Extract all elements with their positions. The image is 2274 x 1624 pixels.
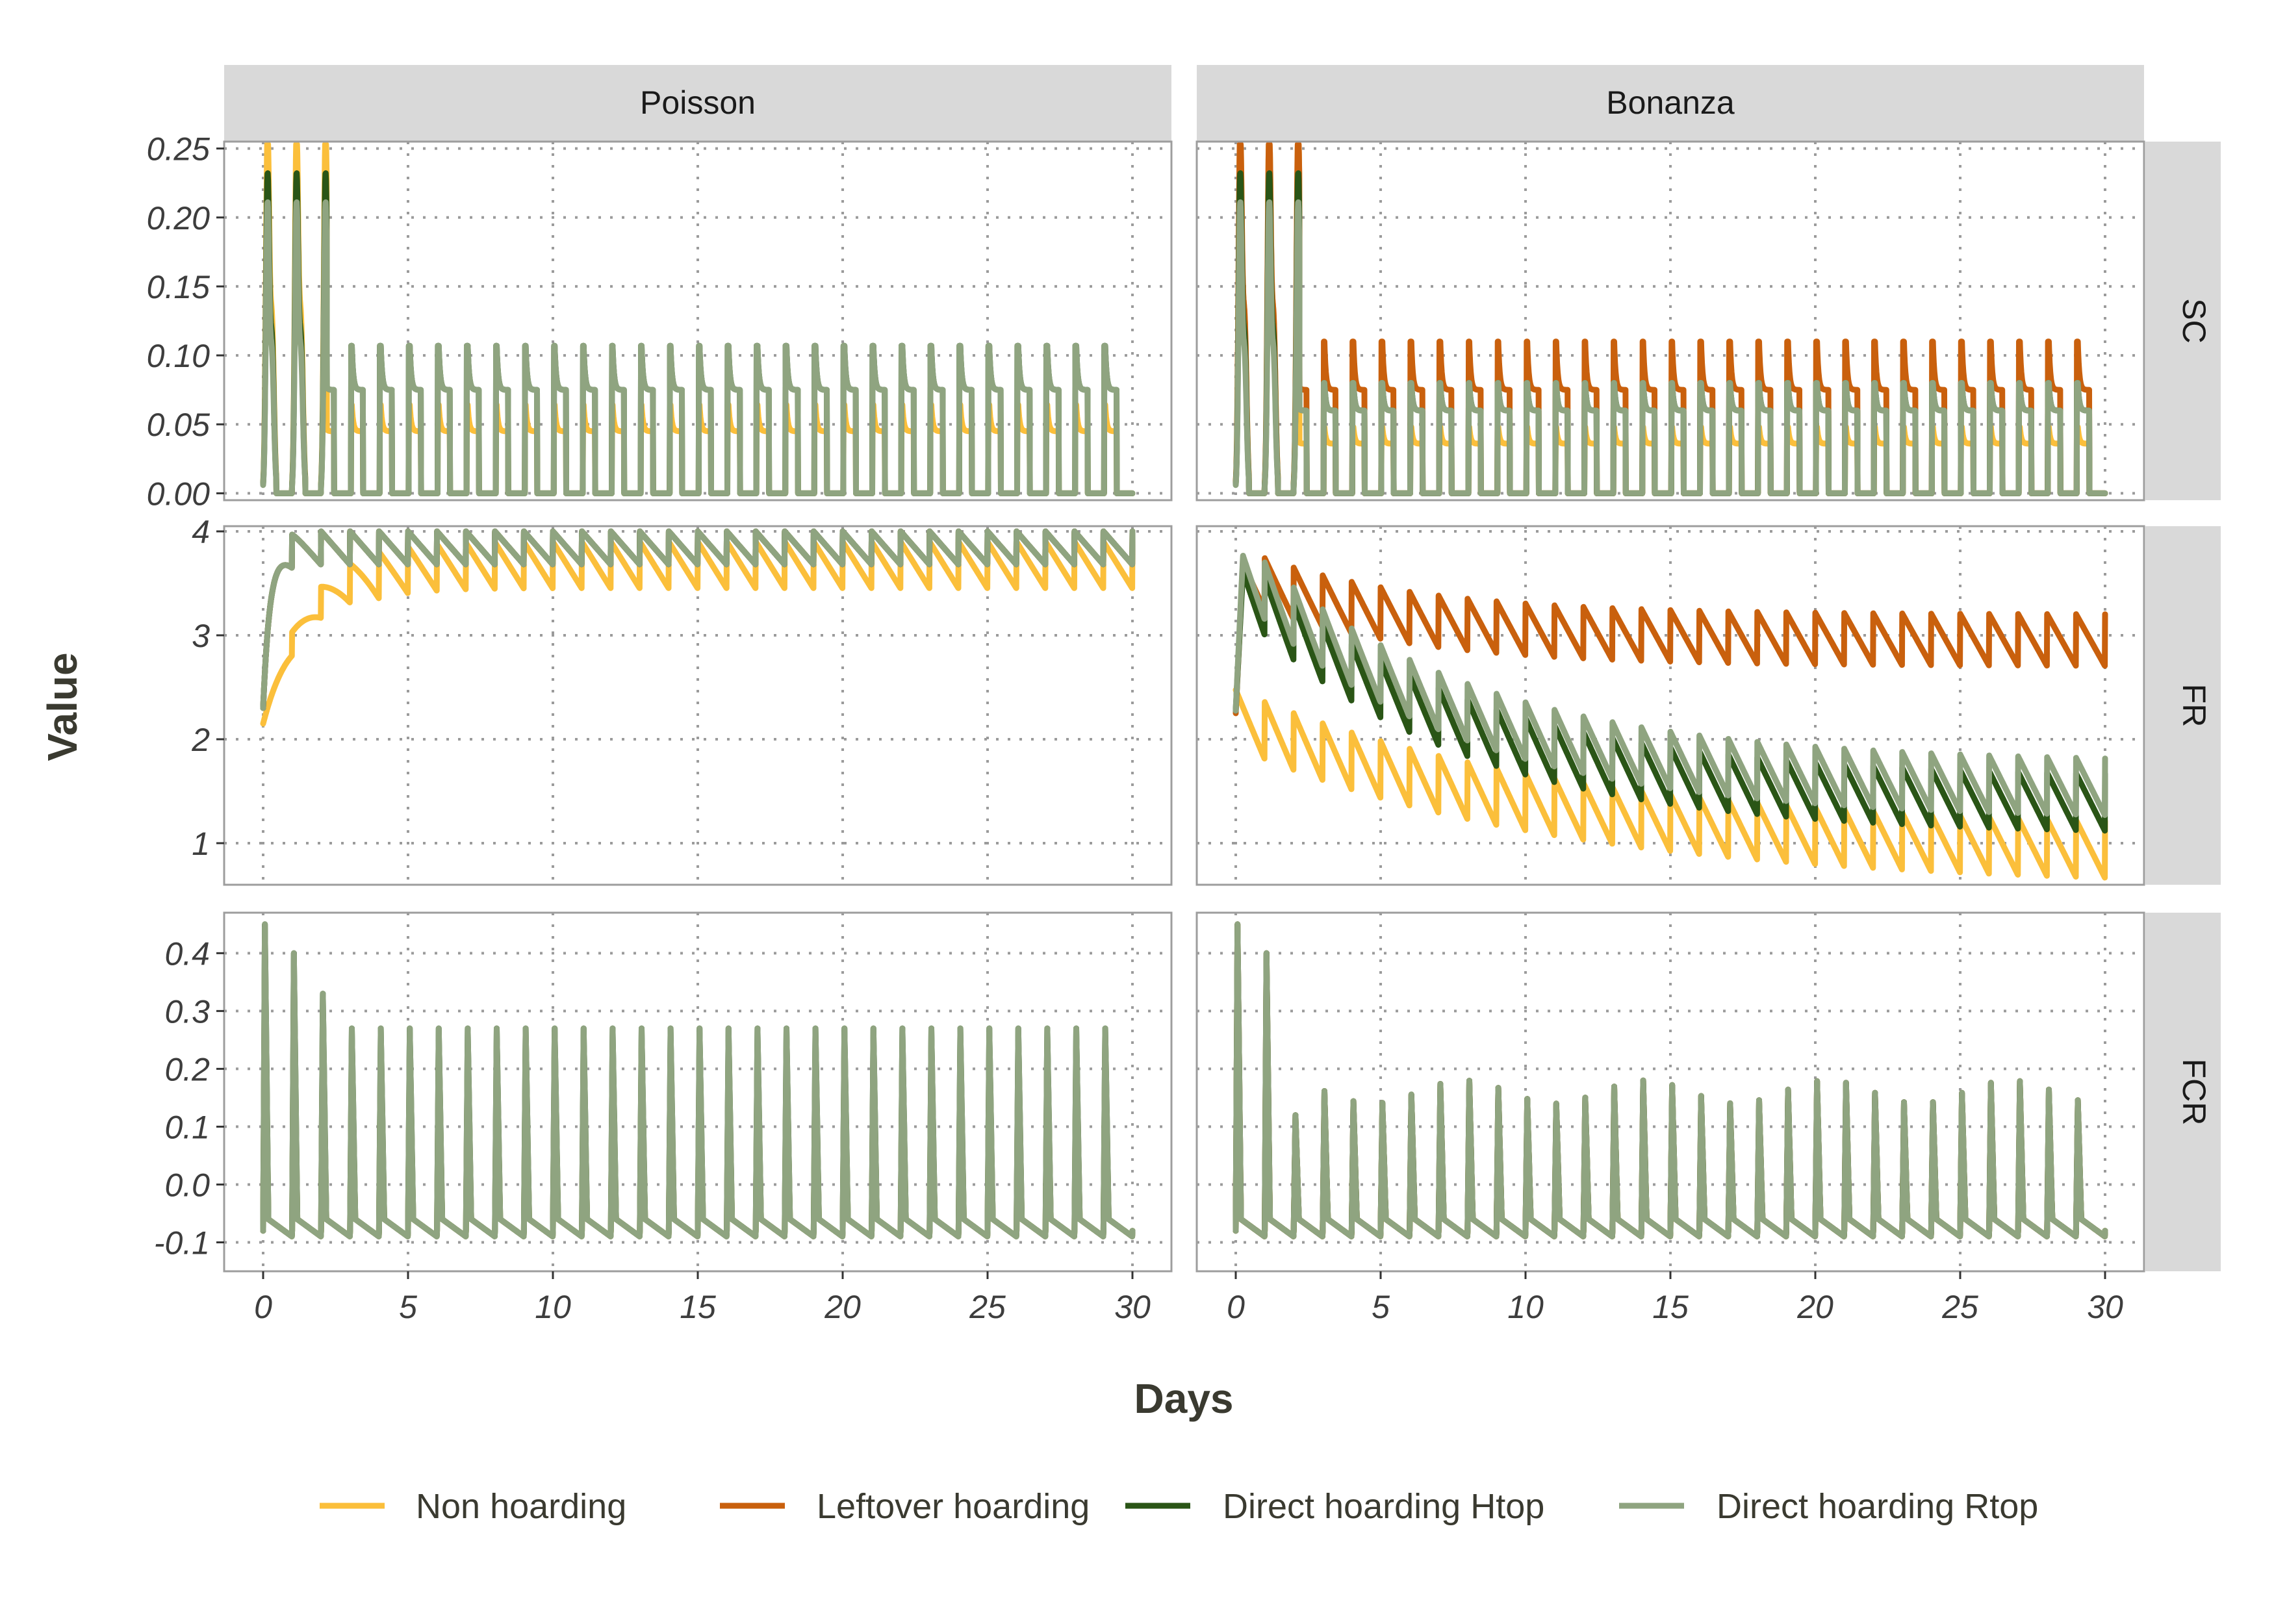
x-tick-label: 5 [1372, 1289, 1390, 1325]
strip-fr-label: FR [2176, 684, 2212, 728]
legend-label-leftover-hoarding: Leftover hoarding [817, 1487, 1090, 1526]
y-tick-label: 0.3 [164, 993, 210, 1030]
y-tick-label: 0.00 [147, 476, 211, 512]
series-line-direct-hoarding-rtop [1233, 199, 2108, 496]
panel-poisson-fr [223, 525, 1173, 886]
panel-poisson-fcr [223, 911, 1173, 1273]
y-tick-label: 0.1 [164, 1109, 210, 1145]
y-tick-label: 2 [191, 722, 210, 758]
panel-bonanza-fr [1195, 525, 2145, 886]
series-line-direct-hoarding-rtop [1233, 553, 2108, 818]
y-tick-label: -0.1 [154, 1224, 210, 1261]
strip-bonanza [1197, 65, 2144, 142]
strip-fcr-label: FCR [2176, 1059, 2212, 1126]
strip-bonanza-label: Bonanza [1606, 84, 1735, 121]
x-tick-label: 30 [1114, 1289, 1151, 1325]
x-tick-label: 20 [1796, 1289, 1833, 1325]
panel-poisson-sc-border [223, 140, 1173, 501]
x-tick-label: 0 [1227, 1289, 1245, 1325]
strip-fcr [2145, 913, 2221, 1271]
x-tick-label: 0 [254, 1289, 272, 1325]
series-line-direct-hoarding-rtop [260, 199, 1136, 496]
x-tick-label: 25 [969, 1289, 1006, 1325]
x-tick-label: 10 [1507, 1289, 1544, 1325]
series-line-leftover-hoarding [1233, 555, 2108, 717]
panel-bonanza-sc-border [1195, 140, 2145, 501]
y-tick-label: 0.0 [164, 1167, 210, 1203]
y-axes: 0.00 0.05 0.10 0.15 0.20 0.25 1 2 3 4 -0.1 0.0 0.1 0.… [147, 131, 224, 1261]
x-axes: 0 5 10 15 20 25 30 0 5 10 15 20 25 30 [254, 1271, 2123, 1325]
y-tick-label: 0.05 [147, 407, 211, 443]
legend-label-non-hoarding: Non hoarding [416, 1487, 626, 1526]
y-tick-label: 0.20 [147, 200, 211, 236]
strip-poisson-label: Poisson [640, 84, 756, 121]
y-tick-label: 0.25 [147, 131, 211, 168]
panel-bonanza-sc [1195, 140, 2145, 501]
series-line-direct-hoarding-rtop [260, 921, 1136, 1239]
strip-sc-label: SC [2176, 298, 2212, 343]
x-tick-label: 20 [824, 1289, 861, 1325]
y-tick-label: 3 [192, 618, 210, 654]
panel-bonanza-fcr [1195, 911, 2145, 1273]
y-tick-label: 0.15 [147, 269, 211, 305]
x-tick-label: 30 [2087, 1289, 2123, 1325]
panels [223, 140, 2145, 1273]
y-tick-label: 0.10 [147, 338, 211, 374]
strip-poisson [224, 65, 1171, 142]
x-tick-label: 15 [1652, 1289, 1689, 1325]
y-axis-title: Value [39, 652, 86, 761]
strip-fr [2145, 526, 2221, 885]
y-tick-label: 0.2 [164, 1051, 210, 1087]
y-tick-label: 0.4 [164, 935, 210, 972]
y-tick-label: 4 [192, 514, 210, 550]
x-axis-title: Days [1134, 1375, 1234, 1422]
legend: Non hoarding Leftover hoarding Direct ho… [320, 1487, 2038, 1526]
y-tick-label: 1 [192, 826, 210, 862]
legend-label-direct-hoarding-htop: Direct hoarding Htop [1223, 1487, 1544, 1526]
legend-label-direct-hoarding-rtop: Direct hoarding Rtop [1717, 1487, 2038, 1526]
x-tick-label: 15 [680, 1289, 716, 1325]
series-line-direct-hoarding-rtop [1233, 921, 2108, 1239]
series-line-direct-hoarding-rtop [260, 528, 1136, 711]
strip-sc [2145, 142, 2221, 500]
x-tick-label: 5 [399, 1289, 417, 1325]
panel-poisson-sc [223, 140, 1173, 501]
panel-bonanza-fr-border [1195, 525, 2145, 886]
x-tick-label: 25 [1941, 1289, 1978, 1325]
x-tick-label: 10 [535, 1289, 571, 1325]
panel-poisson-fr-border [223, 525, 1173, 886]
